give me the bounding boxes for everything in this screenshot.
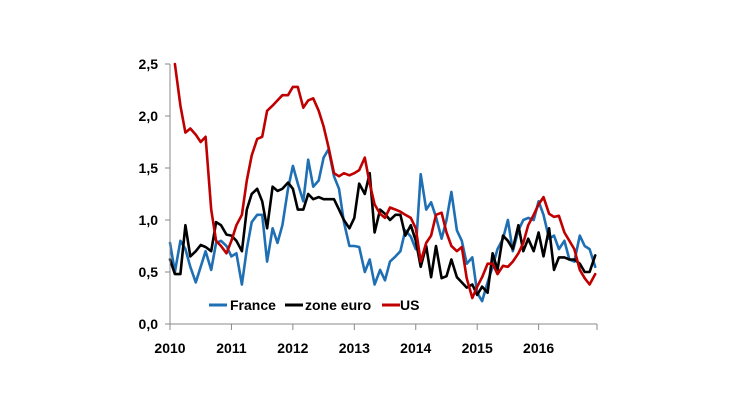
legend-entry-france: France xyxy=(209,297,276,313)
legend-entry-us: US xyxy=(382,297,419,313)
x-tick-label: 2011 xyxy=(216,340,247,356)
series-line-france xyxy=(168,148,597,303)
legend: France zone euro US xyxy=(209,297,419,313)
legend-label: US xyxy=(400,297,419,313)
y-tick-label: 0,5 xyxy=(139,264,159,280)
x-tick-label: 2016 xyxy=(523,340,554,356)
series-line-us xyxy=(173,62,597,300)
legend-label: zone euro xyxy=(305,297,371,313)
y-tick-label: 2,0 xyxy=(139,108,159,124)
series-line-zone-euro xyxy=(168,171,597,297)
legend-label: France xyxy=(230,297,276,313)
x-axis: 2010 2011 2012 2013 2014 2015 2016 xyxy=(154,323,598,356)
x-tick-label: 2010 xyxy=(154,340,185,356)
y-tick-label: 0,0 xyxy=(139,316,159,332)
y-axis: 0,0 0,5 1,0 1,5 2,0 2,5 xyxy=(139,56,171,332)
legend-entry-zone-euro: zone euro xyxy=(285,297,371,313)
x-tick-label: 2013 xyxy=(339,340,370,356)
y-tick-label: 2,5 xyxy=(139,56,159,72)
y-tick-label: 1,5 xyxy=(139,160,159,176)
y-tick-label: 1,0 xyxy=(139,212,159,228)
series-layer xyxy=(168,62,597,303)
x-tick-label: 2014 xyxy=(400,340,431,356)
x-tick-label: 2015 xyxy=(462,340,493,356)
x-tick-label: 2012 xyxy=(277,340,308,356)
